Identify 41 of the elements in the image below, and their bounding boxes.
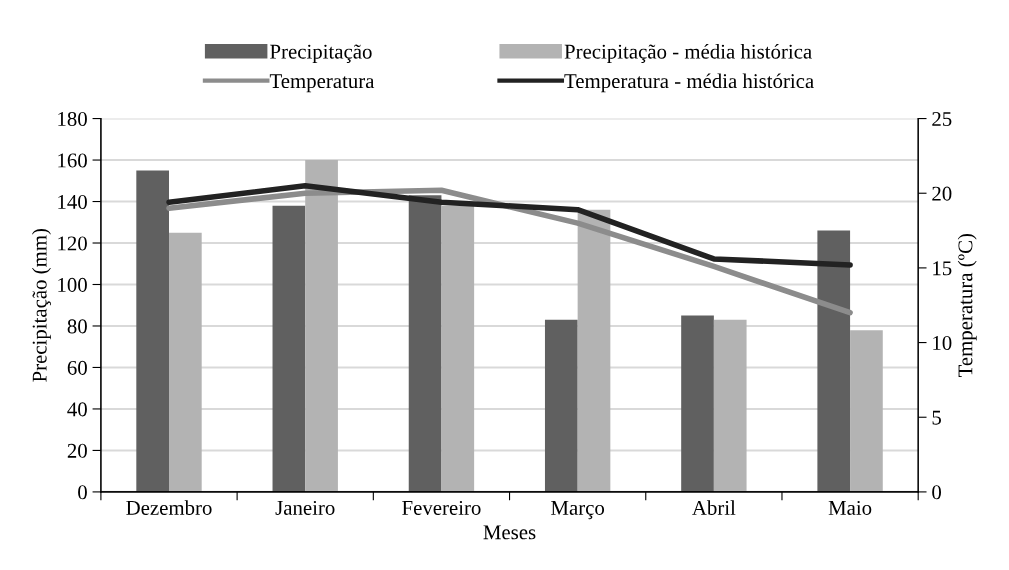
legend-label: Precipitação [270, 44, 372, 63]
y-tick-label: 160 [58, 153, 87, 168]
bar [544, 319, 578, 492]
y2-tick-label: 10 [933, 335, 952, 350]
y2-tick-label: 0 [932, 485, 942, 500]
y-tick-label: 0 [78, 485, 87, 500]
y2-tick-label: 15 [933, 261, 952, 276]
x-tick-label: Abril [692, 500, 736, 515]
bar [577, 209, 611, 492]
bar [441, 205, 475, 492]
bar [408, 195, 442, 492]
bar [169, 232, 202, 492]
bar [850, 330, 883, 492]
y-tick-label: 40 [67, 402, 87, 417]
y-tick-label: 100 [58, 277, 87, 292]
x-tick-label: Maio [828, 500, 872, 515]
y2-axis-title: Temperatura (ºC) [957, 233, 977, 378]
bar [817, 230, 851, 492]
bar [272, 205, 306, 492]
y-tick-label: 180 [58, 111, 87, 126]
x-axis-title: Meses [483, 525, 536, 540]
legend-label: Temperatura [269, 74, 375, 93]
bar [136, 170, 170, 492]
y2-tick-label: 25 [932, 111, 952, 126]
x-tick-label: Janeiro [275, 500, 335, 515]
y-tick-label: 120 [58, 236, 87, 251]
bar [681, 315, 714, 492]
y2-tick-label: 5 [932, 410, 941, 425]
legend-label: Temperatura - média histórica [564, 73, 814, 93]
bar [713, 319, 747, 492]
y-axis-title: Precipitação (mm) [32, 228, 51, 382]
y-tick-label: 20 [67, 443, 87, 458]
x-tick-label: Dezembro [126, 500, 212, 515]
legend-label: Precipitação - média histórica [564, 43, 812, 63]
y-tick-label: 60 [67, 360, 87, 375]
x-tick-label: Março [551, 501, 605, 520]
bar [305, 160, 338, 492]
y2-tick-label: 20 [932, 186, 952, 201]
y-tick-label: 140 [58, 194, 87, 209]
x-tick-label: Fevereiro [402, 500, 481, 515]
y-tick-label: 80 [67, 319, 87, 334]
